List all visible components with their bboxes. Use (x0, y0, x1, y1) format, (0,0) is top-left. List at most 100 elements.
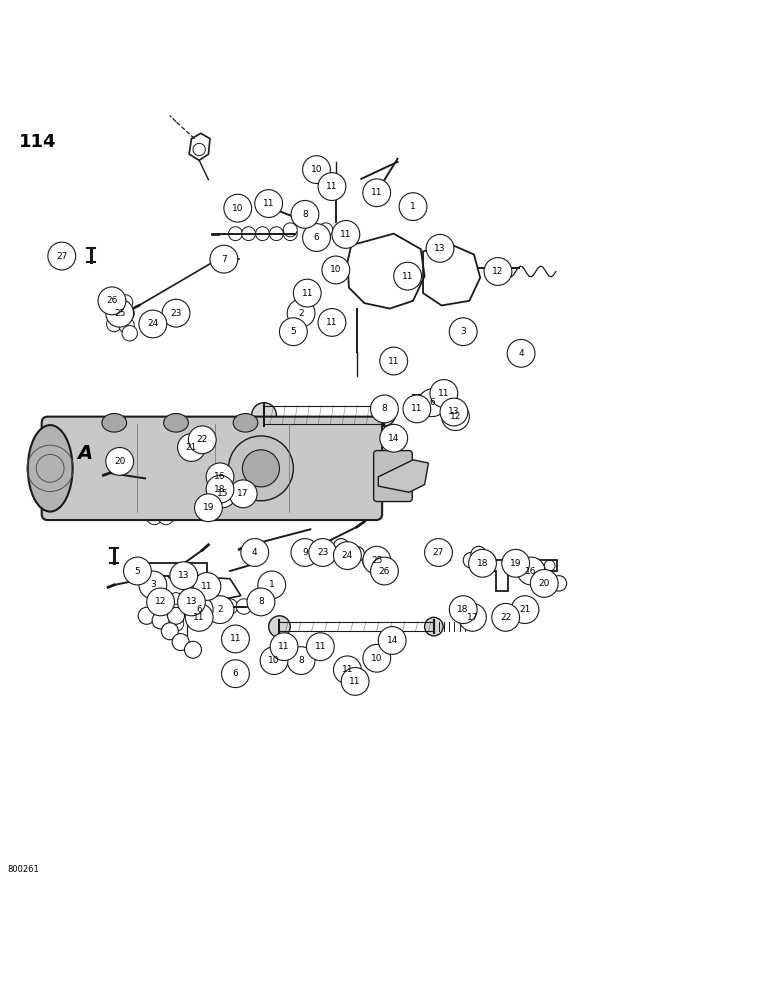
Circle shape (374, 404, 395, 426)
Circle shape (178, 434, 205, 461)
Text: 11: 11 (194, 613, 205, 622)
Circle shape (306, 223, 320, 237)
Circle shape (363, 644, 391, 672)
Circle shape (222, 599, 238, 614)
Text: 14: 14 (387, 636, 398, 645)
Circle shape (380, 424, 408, 452)
Circle shape (139, 310, 167, 338)
Circle shape (551, 576, 567, 591)
Circle shape (440, 398, 468, 426)
Text: 7: 7 (221, 255, 227, 264)
Text: 21: 21 (186, 443, 197, 452)
Text: 20: 20 (539, 579, 550, 588)
Circle shape (168, 607, 185, 624)
Circle shape (252, 403, 276, 427)
Circle shape (224, 194, 252, 222)
Text: 22: 22 (500, 613, 511, 622)
Text: 13: 13 (435, 244, 445, 253)
Circle shape (122, 326, 137, 341)
Circle shape (502, 549, 530, 577)
Circle shape (371, 395, 398, 423)
Circle shape (377, 562, 392, 577)
Text: 800261: 800261 (8, 865, 39, 874)
Text: 18: 18 (477, 559, 488, 568)
Text: 16: 16 (526, 567, 537, 576)
Circle shape (399, 193, 427, 221)
Text: 25: 25 (114, 309, 125, 318)
Circle shape (158, 509, 174, 525)
Circle shape (291, 200, 319, 228)
Circle shape (247, 588, 275, 616)
Text: 11: 11 (201, 582, 212, 591)
Circle shape (178, 588, 205, 616)
Text: 12: 12 (493, 267, 503, 276)
Polygon shape (378, 460, 428, 492)
Circle shape (303, 156, 330, 183)
Ellipse shape (233, 414, 258, 432)
Circle shape (138, 607, 155, 624)
Circle shape (107, 316, 122, 332)
Text: 18: 18 (215, 485, 225, 494)
Circle shape (332, 221, 360, 248)
Text: 11: 11 (279, 642, 290, 651)
Text: 8: 8 (258, 597, 264, 606)
Text: 11: 11 (315, 642, 326, 651)
Circle shape (206, 596, 234, 624)
Circle shape (168, 604, 184, 620)
Circle shape (283, 223, 297, 237)
Text: 17: 17 (467, 613, 478, 622)
Circle shape (106, 299, 134, 327)
Circle shape (425, 539, 452, 566)
Text: 11: 11 (327, 182, 337, 191)
Circle shape (98, 287, 126, 315)
Circle shape (291, 539, 319, 566)
Circle shape (119, 318, 134, 333)
Circle shape (349, 546, 364, 562)
Circle shape (306, 633, 334, 661)
Text: 3: 3 (460, 327, 466, 336)
Circle shape (168, 616, 184, 631)
Circle shape (147, 588, 174, 616)
Text: 12: 12 (155, 597, 166, 606)
Circle shape (188, 426, 216, 454)
Text: 10: 10 (330, 265, 341, 274)
Circle shape (195, 599, 210, 614)
Circle shape (449, 318, 477, 346)
Circle shape (430, 380, 458, 407)
Ellipse shape (164, 414, 188, 432)
Circle shape (222, 625, 249, 653)
Text: 11: 11 (327, 318, 337, 327)
Text: 8: 8 (381, 404, 388, 413)
Text: 24: 24 (147, 319, 158, 328)
Text: 27: 27 (56, 252, 67, 261)
Text: 4: 4 (518, 349, 524, 358)
Circle shape (162, 299, 190, 327)
Circle shape (208, 480, 236, 508)
Text: 11: 11 (411, 404, 422, 413)
Circle shape (318, 309, 346, 336)
Circle shape (334, 539, 349, 554)
Text: 13: 13 (178, 571, 189, 580)
Text: 11: 11 (302, 289, 313, 298)
Text: 16: 16 (215, 472, 225, 481)
Circle shape (426, 234, 454, 262)
Circle shape (168, 593, 184, 608)
Circle shape (210, 245, 238, 273)
Circle shape (322, 256, 350, 284)
Text: 6: 6 (429, 398, 435, 407)
Text: 18: 18 (458, 605, 469, 614)
Circle shape (152, 612, 169, 629)
Text: 11: 11 (342, 665, 353, 674)
Text: 13: 13 (449, 407, 459, 416)
Circle shape (517, 557, 545, 585)
Circle shape (309, 539, 337, 566)
Circle shape (484, 258, 512, 285)
Circle shape (363, 179, 391, 207)
Text: 19: 19 (203, 503, 214, 512)
Text: 10: 10 (371, 654, 382, 663)
Circle shape (185, 596, 213, 624)
Text: 10: 10 (269, 656, 279, 665)
Text: 25: 25 (371, 556, 382, 565)
Text: 14: 14 (388, 434, 399, 443)
Text: 26: 26 (107, 296, 117, 305)
